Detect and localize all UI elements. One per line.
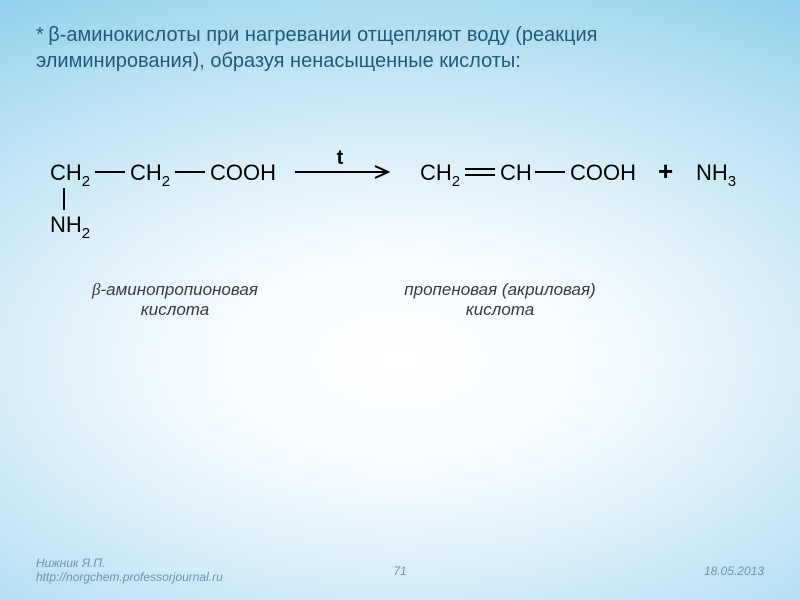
header-body: -аминокислоты при нагревании отщепляют в…	[36, 24, 597, 72]
reaction-scheme: CH2 CH2 COOH NH2 t CH2 CH	[40, 150, 760, 260]
product-ch2: CH2	[420, 160, 460, 190]
slide: * β-аминокислоты при нагревании отщепляю…	[0, 0, 800, 600]
product-label: пропеновая (акриловая) кислота	[370, 280, 630, 320]
slide-header: * β-аминокислоты при нагревании отщепляю…	[36, 22, 764, 74]
header-text: β-аминокислоты при нагревании отщепляют …	[36, 24, 597, 72]
reactant-nh2: NH2	[50, 212, 90, 242]
reaction-condition: t	[337, 150, 344, 169]
footer-page-number: 71	[393, 564, 406, 578]
footer-date: 18.05.2013	[704, 564, 764, 578]
product-ch: CH	[500, 160, 532, 185]
reactant-cooh: COOH	[210, 160, 276, 185]
beta-symbol: β	[48, 24, 60, 46]
reactant-ch2b: CH2	[130, 160, 170, 190]
bullet-icon: *	[36, 24, 44, 46]
footer-author: Нижник Я.П.	[36, 556, 105, 570]
reactant-ch2a: CH2	[50, 160, 90, 190]
footer-url: http://norgchem.professorjournal.ru	[36, 570, 223, 584]
ammonia: NH3	[696, 160, 736, 190]
beta-symbol: β	[92, 280, 100, 299]
reactant-label-text: -аминопропионовая кислота	[101, 280, 258, 319]
plus-sign: +	[658, 156, 673, 186]
product-cooh: COOH	[570, 160, 636, 185]
reactant-label: β-аминопропионовая кислота	[65, 280, 285, 320]
